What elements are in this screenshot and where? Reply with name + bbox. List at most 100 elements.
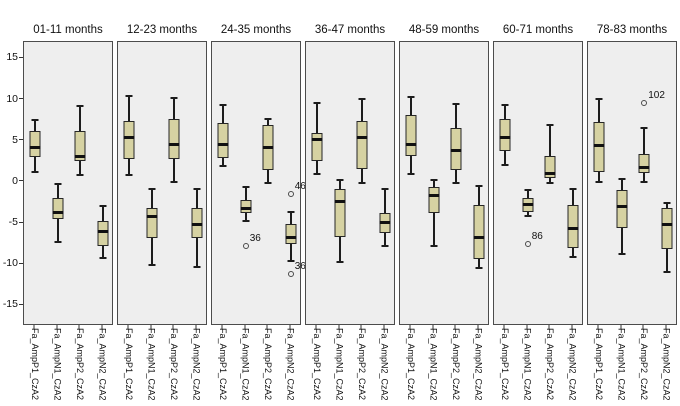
panel: 12-23 months Fa_AmpP1_CzA2 Fa_AmpN1_CzA2 Fa… [117,22,207,406]
x-tick-mark [127,325,129,329]
panel-title: 01-11 months [33,24,103,36]
y-tick-mark [19,262,23,264]
x-tick-label: Fa_AmpN2_CzA2 [661,328,672,401]
median-line [168,142,180,146]
box [240,200,252,214]
median-line [428,194,440,198]
box [428,186,440,214]
whisker [432,180,435,247]
whisker-cap [640,180,648,183]
y-tick-label: 0 [12,174,18,187]
median-line [616,205,628,209]
x-tick-label: Fa_AmpN2_CzA2 [379,328,390,401]
x-tick-label: Fa_AmpP1_CzA2 [499,328,510,401]
x-tick-label: Fa_AmpN2_CzA2 [97,328,108,401]
whisker-cap [381,245,389,248]
outlier-point [287,271,294,278]
x-axis-labels: Fa_AmpP1_CzA2 Fa_AmpN1_CzA2 Fa_AmpP2_CzA2 F… [23,325,113,406]
x-axis-labels: Fa_AmpP1_CzA2 Fa_AmpN1_CzA2 Fa_AmpP2_CzA2 F… [117,325,207,406]
box [638,153,650,173]
panel-title: 24-35 months [220,24,292,36]
whisker-cap [336,260,344,263]
x-tick-label: Fa_AmpP2_CzA2 [638,328,649,401]
y-tick-mark [19,56,23,58]
x-tick-label: Fa_AmpP1_CzA2 [123,328,134,401]
outlier-label: 36 [294,261,306,273]
median-line [450,149,462,153]
median-line [473,235,485,239]
x-tick-mark [477,325,479,329]
median-line [74,154,86,158]
whisker-cap [219,165,227,168]
x-axis-labels: Fa_AmpP1_CzA2 Fa_AmpN1_CzA2 Fa_AmpP2_CzA2 F… [211,325,301,406]
whisker-cap [546,124,554,127]
y-tick-mark [19,221,23,223]
panels-row: 01-11 months Fa_AmpP1_CzA2 Fa_AmpN1_CzA2 Fa… [23,22,677,406]
whisker-cap [595,180,603,183]
median-line [593,144,605,148]
panel: 36-47 months Fa_AmpP1_CzA2 Fa_AmpN1_CzA2 Fa… [305,22,395,406]
x-tick-label: Fa_AmpN1_CzA2 [334,328,345,401]
whisker-cap [501,163,509,166]
whisker-cap [336,179,344,182]
x-tick-mark [454,325,456,329]
plot-area [117,41,207,325]
plot-area: 102 [587,41,677,325]
whisker-cap [242,185,250,188]
whisker-cap [193,265,201,268]
outlier-point [287,191,294,198]
x-tick-label: Fa_AmpP2_CzA2 [544,328,555,401]
y-tick-mark [19,180,23,182]
box [285,223,297,244]
x-tick-label: Fa_AmpP1_CzA2 [217,328,228,401]
panel: 24-35 months 36 46 36 Fa_AmpP1_CzA2 Fa_AmpN1_… [211,22,306,406]
median-line [146,215,158,219]
whisker-cap [524,214,532,217]
y-tick-label: 5 [12,133,18,146]
panel-title: 48-59 months [408,24,480,36]
whisker-cap [546,181,554,184]
x-tick-mark [597,325,599,329]
whisker-cap [640,126,648,129]
median-line [544,172,556,176]
x-tick-mark [526,325,528,329]
plot-area [23,41,113,325]
whisker-cap [430,179,438,182]
whisker-cap [99,257,107,260]
x-tick-mark [172,325,174,329]
box [661,208,673,250]
whisker-cap [569,255,577,258]
box [356,121,368,169]
whisker-cap [54,241,62,244]
median-line [499,135,511,139]
median-line [334,200,346,204]
x-tick-label: Fa_AmpP1_CzA2 [311,328,322,401]
box [123,121,135,159]
x-tick-label: Fa_AmpN2_CzA2 [567,328,578,401]
x-tick-label: Fa_AmpN1_CzA2 [616,328,627,401]
y-tick-mark [19,139,23,141]
x-axis-labels: Fa_AmpP1_CzA2 Fa_AmpN1_CzA2 Fa_AmpP2_CzA2 F… [493,325,583,406]
x-tick-mark [360,325,362,329]
whisker-cap [99,204,107,207]
y-tick-label: -15 [2,298,18,311]
box [616,190,628,229]
x-tick-label: Fa_AmpN2_CzA2 [285,328,296,401]
whisker-cap [125,95,133,98]
box [74,130,86,162]
box [97,221,109,247]
panel: 01-11 months Fa_AmpP1_CzA2 Fa_AmpN1_CzA2 Fa… [23,22,113,406]
plot-area [399,41,489,325]
whisker-cap [313,101,321,104]
x-axis-labels: Fa_AmpP1_CzA2 Fa_AmpN1_CzA2 Fa_AmpP2_CzA2 F… [399,325,489,406]
median-line [52,210,64,214]
whisker-cap [170,96,178,99]
whisker-cap [618,177,626,180]
y-tick-label: 15 [6,51,18,64]
whisker-cap [148,264,156,267]
median-line [522,203,534,207]
box [29,130,41,158]
whisker-cap [31,119,39,122]
x-tick-label: Fa_AmpN1_CzA2 [146,328,157,401]
